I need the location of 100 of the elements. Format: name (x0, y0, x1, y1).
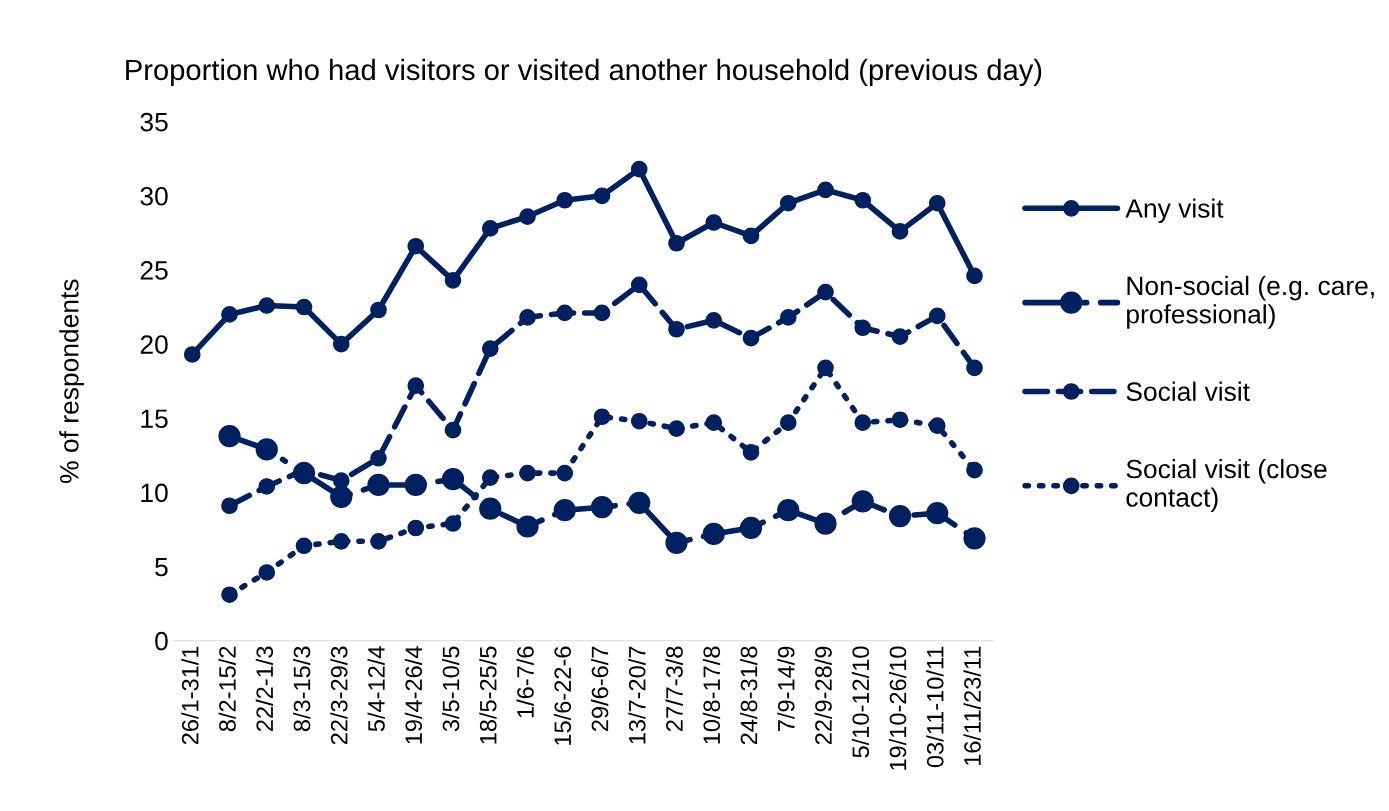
point (854, 191, 872, 209)
point (295, 298, 313, 316)
point (628, 491, 651, 514)
point (963, 527, 986, 550)
point (742, 444, 760, 461)
x-tick-label: 3/5-10/5 (442, 646, 460, 732)
point (221, 497, 238, 515)
point (441, 467, 465, 491)
y-tick-label: 25 (140, 261, 168, 280)
x-tick-label: 19/10-26/10 (889, 646, 907, 770)
x-tick-label: 03/11-10/11 (926, 646, 944, 768)
point (742, 227, 760, 245)
point (777, 499, 800, 522)
point (258, 297, 276, 314)
point (630, 412, 648, 430)
point (519, 309, 536, 326)
x-tick-label: 24/8-31/8 (740, 646, 758, 745)
point (556, 464, 574, 482)
point (255, 438, 278, 461)
y-tick-label: 0 (155, 631, 168, 651)
point (404, 473, 427, 497)
point (817, 181, 834, 199)
point (481, 469, 499, 486)
point (556, 304, 574, 322)
point (407, 237, 425, 255)
point (295, 537, 313, 555)
point (705, 312, 723, 329)
x-tick-label: 22/3-29/3 (330, 646, 348, 745)
point (367, 473, 390, 497)
y-tick-label: 30 (140, 186, 168, 206)
point (854, 319, 872, 337)
y-axis-title: % of respondents (59, 279, 84, 483)
point (221, 306, 238, 323)
x-tick-label: 5/10-12/10 (851, 646, 870, 758)
point (668, 234, 685, 252)
x-tick-label: 18/5-25/5 (479, 646, 497, 744)
point (630, 276, 648, 294)
point (891, 328, 909, 346)
point (479, 497, 502, 520)
point (966, 267, 983, 285)
point (891, 411, 909, 429)
x-tick-label: 22/9-28/9 (814, 646, 832, 745)
point (742, 329, 760, 347)
point (891, 223, 909, 240)
point (516, 515, 539, 538)
point (481, 220, 499, 237)
point (370, 532, 387, 550)
point (668, 320, 685, 338)
point (779, 194, 797, 212)
point (183, 346, 201, 363)
point (330, 485, 353, 508)
point (221, 586, 238, 604)
point (332, 472, 350, 489)
point (851, 490, 874, 513)
point (590, 496, 614, 519)
point (926, 502, 949, 525)
point (779, 309, 797, 326)
point (702, 522, 725, 546)
x-tick-label: 1/6-7/6 (516, 646, 534, 718)
point (444, 421, 462, 439)
point (553, 499, 576, 522)
point (779, 414, 797, 432)
x-tick-label: 26/1-31/1 (181, 646, 199, 745)
point (332, 335, 350, 353)
x-tick-label: 5/4-12/4 (367, 646, 385, 732)
point (705, 414, 723, 432)
point (928, 417, 946, 434)
legend-label: Social visit (1126, 381, 1250, 401)
point (817, 359, 834, 377)
legend-label: Social visit (close contact) (1126, 458, 1327, 512)
x-tick-label: 8/2-15/2 (218, 646, 236, 732)
point (888, 505, 912, 528)
x-tick-label: 19/4-26/4 (404, 646, 423, 744)
point (593, 408, 611, 426)
point (258, 564, 276, 581)
point (705, 214, 723, 231)
chart-title: Proportion who had visitors or visited another household (previous day) (126, 58, 1042, 87)
y-tick-label: 15 (141, 409, 168, 429)
x-tick-label: 27/7-3/8 (665, 646, 683, 731)
y-tick-label: 35 (140, 112, 168, 132)
point (370, 449, 387, 467)
point (370, 301, 387, 319)
point (817, 283, 834, 301)
point (928, 194, 946, 212)
point (332, 532, 350, 550)
point (444, 515, 462, 532)
point (593, 304, 611, 322)
y-tick-label: 5 (155, 557, 168, 577)
point (481, 340, 499, 357)
point (665, 531, 688, 554)
legend-label: Non-social (e.g. care, professional) (1127, 275, 1374, 329)
point (928, 307, 946, 325)
point (519, 208, 536, 225)
x-tick-label: 29/6-6/7 (591, 646, 609, 731)
point (519, 464, 536, 482)
x-tick-label: 8/3-15/3 (293, 646, 311, 732)
point (966, 461, 983, 479)
legend-label: Any visit (1125, 198, 1224, 224)
point (258, 478, 276, 495)
point (668, 420, 685, 437)
